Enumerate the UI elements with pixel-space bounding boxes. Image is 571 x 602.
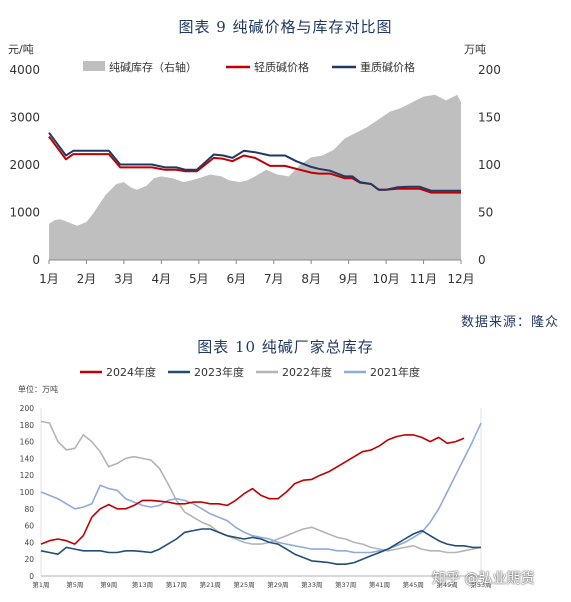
y-tick-label: 200 xyxy=(20,404,35,413)
chart1-legend: 纯碱库存（右轴） 轻质碱价格 重质碱价格 xyxy=(83,60,415,74)
x-tick-label: 第13周 xyxy=(132,580,153,589)
legend-label: 2023年度 xyxy=(194,365,244,379)
y-right-tick-label: 50 xyxy=(478,206,493,220)
unit-label: 单位：万吨 xyxy=(18,384,58,394)
y-tick-label: 40 xyxy=(24,538,34,547)
x-tick-label: 第17周 xyxy=(166,580,187,589)
legend-item: 2022年度 xyxy=(256,365,332,379)
y-right-tick-label: 200 xyxy=(478,63,501,77)
light-soda-ash-price-line xyxy=(48,135,461,194)
chart2-axes xyxy=(40,408,482,577)
x-tick-label: 第37周 xyxy=(335,580,356,589)
y-tick-label: 100 xyxy=(20,488,35,497)
y-tick-label: 120 xyxy=(20,471,35,480)
y-left-tick-label: 1000 xyxy=(9,206,40,220)
y-right-tick-label: 0 xyxy=(478,253,486,267)
legend-item: 轻质碱价格 xyxy=(226,60,309,74)
inventory-area-group xyxy=(49,94,461,260)
x-tick-label: 9月 xyxy=(339,272,359,286)
inventory-lines-group xyxy=(40,420,482,565)
total-inventory-chart: 2024年度 2023年度 2022年度 2021年度 单位：万吨 0 20 40 60 80 1… xyxy=(18,365,492,589)
x-tick-label: 第25周 xyxy=(233,580,254,589)
x-tick-label: 1月 xyxy=(39,272,59,286)
y-left-tick-label: 0 xyxy=(32,253,40,267)
chart2-legend: 2024年度 2023年度 2022年度 2021年度 xyxy=(80,365,420,379)
y-right-tick-label: 150 xyxy=(478,111,501,125)
y-tick-label: 20 xyxy=(24,555,34,564)
y-tick-label: 160 xyxy=(20,438,35,447)
series-line-2021 xyxy=(40,422,482,554)
y-left-unit: 元/吨 xyxy=(8,43,34,56)
x-tick-label: 第21周 xyxy=(200,580,221,589)
x-tick-label: 8月 xyxy=(301,272,321,286)
x-tick-label: 6月 xyxy=(226,272,246,286)
x-tick-label: 第41周 xyxy=(369,580,390,589)
x-tick-label: 7月 xyxy=(264,272,284,286)
legend-label: 2022年度 xyxy=(282,365,332,379)
price-inventory-chart: 纯碱库存（右轴） 轻质碱价格 重质碱价格 元/吨 万吨0100020003000400… xyxy=(8,43,501,286)
legend-label: 重质碱价格 xyxy=(360,60,415,74)
x-tick-label: 第49周 xyxy=(437,580,458,589)
chart1-tick-labels: 元/吨 万吨 0 1000 2000 3000 4000 0 50 100 150 200 1月 2月 3月… xyxy=(8,43,501,286)
watermark: 知乎 @弘业期货 xyxy=(432,571,535,587)
y-left-tick-label: 4000 xyxy=(9,63,40,77)
x-tick-label: 第9周 xyxy=(100,580,117,589)
legend-swatch xyxy=(83,61,105,71)
series-line-2024 xyxy=(40,434,465,545)
x-tick-label: 4月 xyxy=(152,272,172,286)
y-left-tick-label: 3000 xyxy=(9,111,40,125)
y-right-tick-label: 100 xyxy=(478,158,501,172)
dense-soda-ash-price-line xyxy=(48,132,461,192)
x-tick-label: 10月 xyxy=(372,272,399,286)
x-tick-label: 第45周 xyxy=(403,580,424,589)
legend-label: 轻质碱价格 xyxy=(254,60,309,74)
x-tick-label: 第29周 xyxy=(267,580,288,589)
y-right-unit: 万吨 xyxy=(464,43,486,56)
legend-item: 重质碱价格 xyxy=(332,60,415,74)
x-tick-label: 12月 xyxy=(447,272,474,286)
y-tick-label: 0 xyxy=(29,572,34,581)
chart2-tick-labels: 单位：万吨 0 20 40 60 80 100 120 140 160 180 200 第1周 第5周 第9… xyxy=(18,384,492,589)
x-tick-label: 第5周 xyxy=(66,580,83,589)
y-tick-label: 140 xyxy=(20,454,35,463)
x-tick-label: 2月 xyxy=(77,272,97,286)
x-tick-label: 第33周 xyxy=(301,580,322,589)
y-tick-label: 80 xyxy=(24,505,34,514)
chart2-title: 图表 10 纯碱厂家总库存 xyxy=(197,338,374,356)
legend-label: 纯碱库存（右轴） xyxy=(109,60,197,74)
price-lines-group xyxy=(48,132,461,194)
legend-item: 纯碱库存（右轴） xyxy=(83,60,197,74)
chart1-axes xyxy=(48,259,462,264)
legend-item: 2023年度 xyxy=(168,365,244,379)
x-tick-label: 11月 xyxy=(410,272,437,286)
legend-label: 2021年度 xyxy=(370,365,420,379)
legend-item: 2024年度 xyxy=(80,365,156,379)
x-tick-label: 第1周 xyxy=(32,580,49,589)
y-tick-label: 180 xyxy=(20,421,35,430)
inventory-area xyxy=(49,94,461,260)
chart1-title: 图表 9 纯碱价格与库存对比图 xyxy=(178,18,393,36)
series-line-2022 xyxy=(40,420,482,554)
y-tick-label: 60 xyxy=(24,522,34,531)
legend-label: 2024年度 xyxy=(106,365,156,379)
y-left-tick-label: 2000 xyxy=(9,158,40,172)
x-tick-label: 第53周 xyxy=(470,580,491,589)
series-line-2023 xyxy=(40,528,481,565)
x-tick-label: 3月 xyxy=(114,272,134,286)
legend-item: 2021年度 xyxy=(344,365,420,379)
source-note: 数据来源：隆众 xyxy=(460,315,559,330)
x-tick-label: 5月 xyxy=(189,272,209,286)
